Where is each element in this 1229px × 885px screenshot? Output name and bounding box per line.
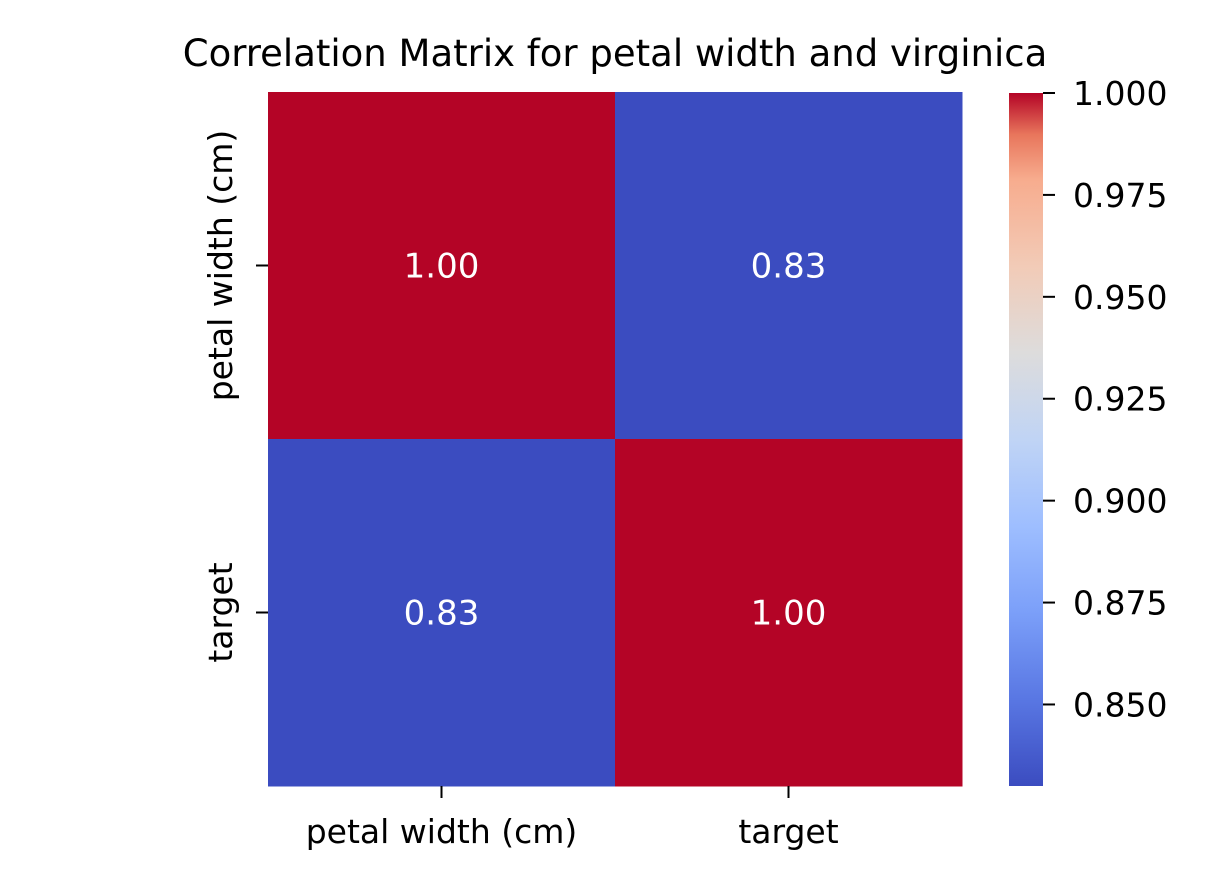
colorbar-tick-label: 1.000 xyxy=(1073,74,1167,113)
y-tick-label: target xyxy=(201,562,240,662)
cell-value-label: 0.83 xyxy=(404,594,480,634)
chart-title: Correlation Matrix for petal width and v… xyxy=(183,32,1048,75)
colorbar xyxy=(1009,93,1043,786)
colorbar-tick-label: 0.925 xyxy=(1073,380,1167,419)
cell-value-label: 0.83 xyxy=(751,247,827,287)
y-axis: petal width (cm) target xyxy=(201,130,268,663)
y-tick-label: petal width (cm) xyxy=(201,130,240,402)
x-tick-label: target xyxy=(738,812,838,851)
x-axis: petal width (cm) target xyxy=(306,786,839,851)
heatmap-cell xyxy=(615,92,963,440)
cell-value-label: 1.00 xyxy=(404,247,480,287)
colorbar-axis: 0.850 0.875 0.900 0.925 0.950 0.975 1.000 xyxy=(1043,74,1167,724)
heatmap-cell xyxy=(268,439,616,787)
heatmap-cells xyxy=(268,92,963,787)
heatmap-cell xyxy=(615,439,963,787)
colorbar-tick-label: 0.975 xyxy=(1073,176,1167,215)
colorbar-tick-label: 0.900 xyxy=(1073,482,1167,521)
colorbar-tick-label: 0.950 xyxy=(1073,278,1167,317)
heatmap-cell-labels: 1.00 0.83 0.83 1.00 xyxy=(404,247,827,634)
colorbar-tick-label: 0.875 xyxy=(1073,584,1167,623)
colorbar-tick-label: 0.850 xyxy=(1073,685,1167,724)
cell-value-label: 1.00 xyxy=(751,594,827,634)
heatmap-cell xyxy=(268,92,616,440)
x-tick-label: petal width (cm) xyxy=(306,812,578,851)
